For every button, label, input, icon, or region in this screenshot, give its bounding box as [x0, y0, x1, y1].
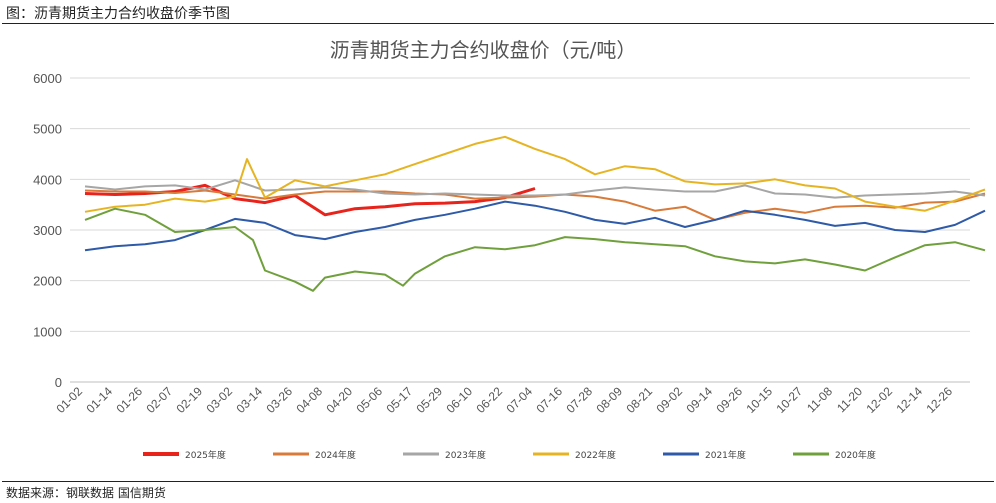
x-tick-label: 12-14	[894, 384, 926, 416]
series-line-2022年度	[84, 135, 986, 213]
legend: 2025年度 2024年度 2023年度 2022年度 2021年度 2020年度	[143, 449, 876, 461]
y-tick-label: 0	[55, 375, 62, 390]
legend-label: 2020年度	[835, 449, 876, 461]
gridlines	[70, 77, 970, 383]
y-tick-label: 3000	[33, 223, 62, 238]
y-tick-label: 4000	[33, 172, 62, 187]
x-tick-label: 07-28	[564, 384, 596, 416]
x-tick-label: 07-16	[534, 384, 566, 416]
x-tick-label: 02-07	[144, 384, 176, 416]
legend-label: 2023年度	[445, 449, 486, 461]
bottom-rule	[2, 481, 994, 482]
x-axis: 01-0201-1401-2602-0702-1903-0203-1403-26…	[54, 384, 956, 416]
x-tick-label: 03-14	[234, 384, 266, 416]
series-lines	[84, 135, 986, 292]
x-tick-label: 03-02	[204, 384, 236, 416]
x-tick-label: 10-27	[774, 384, 806, 416]
legend-label: 2024年度	[315, 449, 356, 461]
x-tick-label: 10-15	[744, 384, 776, 416]
series-line-2021年度	[84, 200, 986, 252]
x-tick-label: 06-22	[474, 384, 506, 416]
x-tick-label: 06-10	[444, 384, 476, 416]
y-tick-label: 1000	[33, 324, 62, 339]
source-note: 数据来源：钢联数据 国信期货	[6, 486, 166, 500]
x-tick-label: 01-14	[84, 384, 116, 416]
x-tick-label: 09-26	[714, 384, 746, 416]
x-tick-label: 09-14	[684, 384, 716, 416]
y-tick-label: 5000	[33, 122, 62, 137]
y-axis: 0 1000 2000 3000 4000 5000 6000	[33, 71, 62, 390]
x-tick-label: 05-06	[354, 384, 386, 416]
x-tick-label: 05-29	[414, 384, 446, 416]
x-tick-label: 02-19	[174, 384, 206, 416]
x-tick-label: 04-08	[294, 384, 326, 416]
x-tick-label: 11-20	[834, 384, 865, 415]
x-tick-label: 08-21	[624, 384, 656, 416]
x-tick-label: 05-17	[384, 384, 416, 416]
season-line-chart: 沥青期货主力合约收盘价（元/吨） 0 1000 2000 3000 4000 5000 60…	[33, 38, 986, 461]
x-tick-label: 11-08	[804, 384, 835, 415]
legend-label: 2022年度	[575, 449, 616, 461]
legend-label: 2025年度	[185, 449, 226, 461]
x-tick-label: 07-04	[504, 384, 536, 416]
x-tick-label: 04-20	[324, 384, 356, 416]
y-tick-label: 2000	[33, 274, 62, 289]
x-tick-label: 09-02	[654, 384, 686, 416]
legend-label: 2021年度	[705, 449, 746, 461]
x-tick-label: 12-26	[924, 384, 956, 416]
y-tick-label: 6000	[33, 71, 62, 86]
x-tick-label: 03-26	[264, 384, 296, 416]
chart-title: 沥青期货主力合约收盘价（元/吨）	[330, 38, 637, 62]
x-tick-label: 12-02	[864, 384, 896, 416]
series-line-2023年度	[84, 179, 986, 199]
x-tick-label: 08-09	[594, 384, 626, 416]
series-line-2020年度	[84, 207, 986, 292]
figure-title: 图：沥青期货主力合约收盘价季节图	[6, 6, 230, 22]
x-tick-label: 01-26	[114, 384, 146, 416]
top-rule	[2, 23, 994, 24]
